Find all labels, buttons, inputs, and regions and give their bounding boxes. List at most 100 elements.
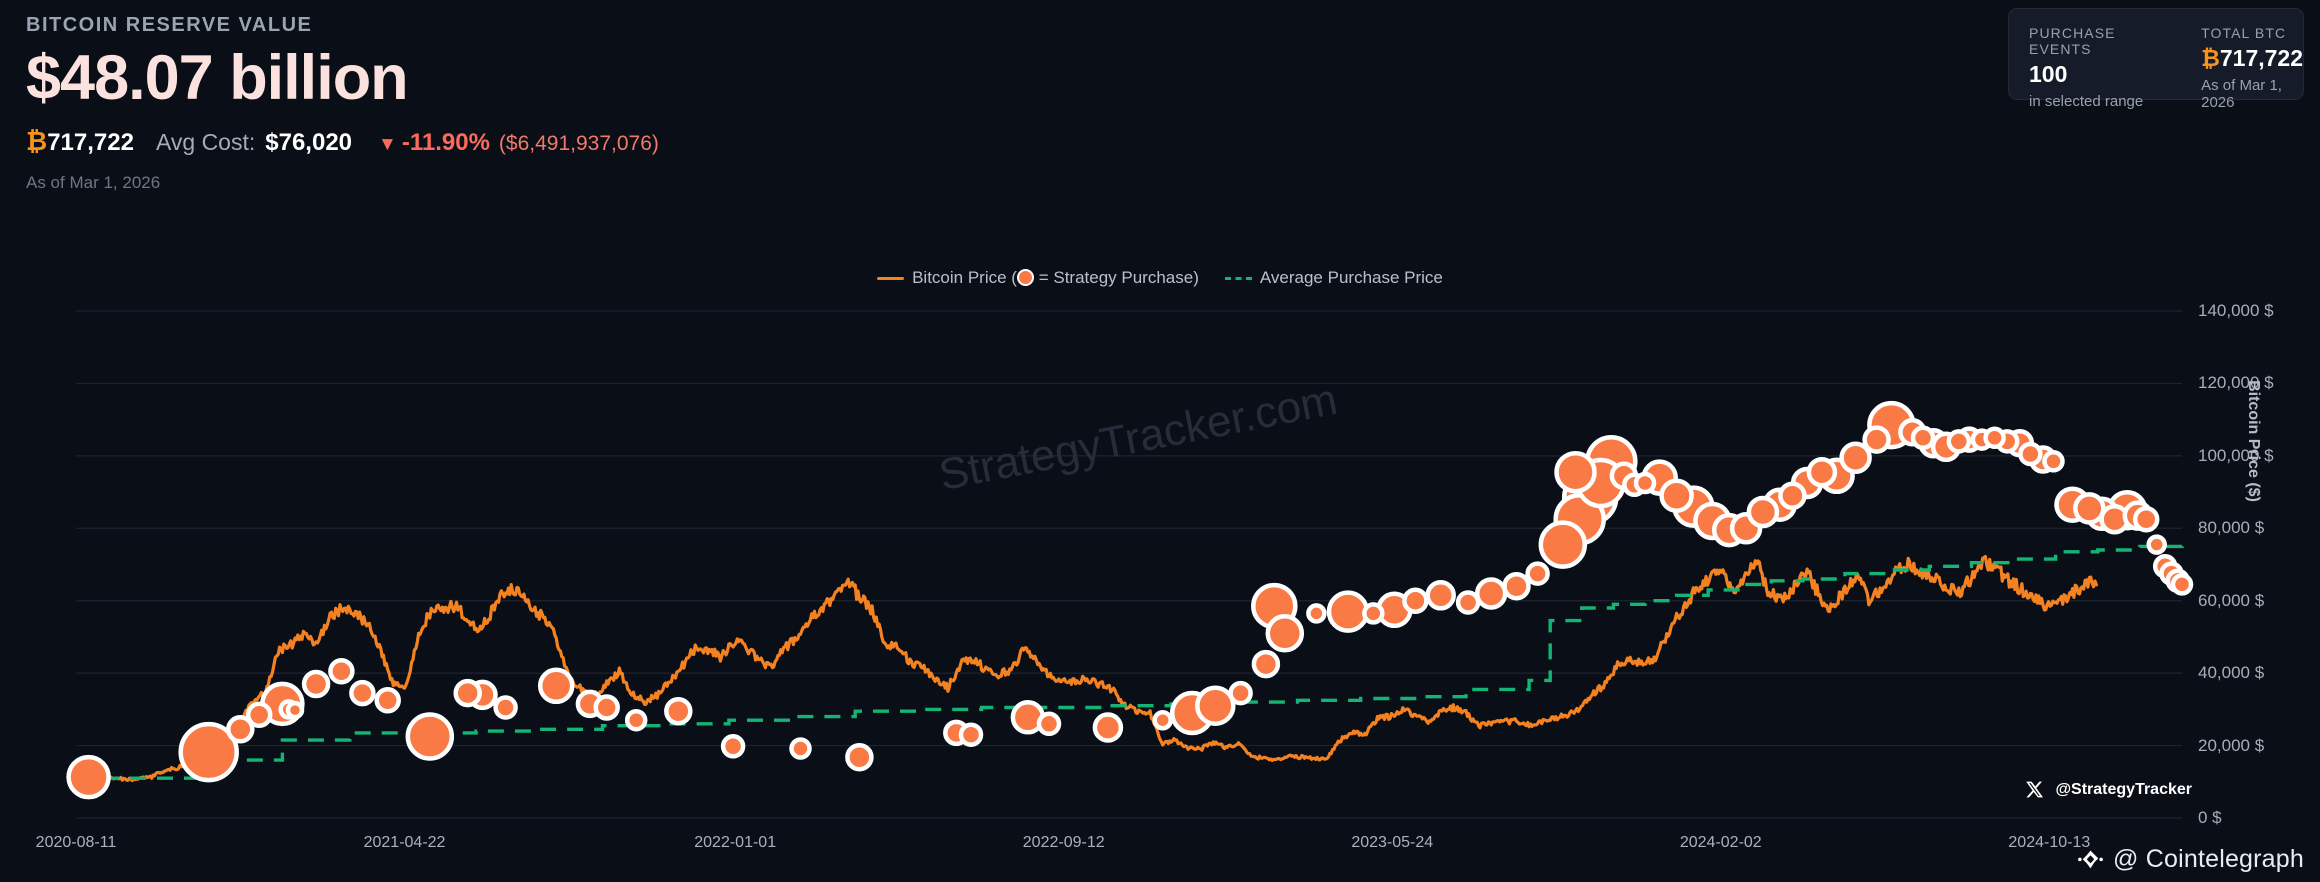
purchase-bubble[interactable]	[1839, 441, 1872, 474]
total-btc-value: ₿717,722	[2201, 47, 2303, 70]
purchase-bubble[interactable]	[1946, 429, 1972, 454]
y-axis-tick-label: 20,000 $	[2198, 735, 2265, 755]
y-axis-tick-label: 120,000 $	[2198, 373, 2274, 393]
x-axis-tick-label: 2023-05-24	[1351, 834, 1434, 851]
purchase-bubble[interactable]	[66, 754, 111, 800]
y-axis-tick-label: 80,000 $	[2198, 518, 2265, 538]
x-axis-tick-label: 2020-08-11	[35, 834, 117, 851]
purchase-bubble[interactable]	[1862, 425, 1891, 454]
avg-cost-label: Avg Cost:	[155, 128, 256, 155]
purchase-bubble[interactable]	[1228, 680, 1253, 706]
purchase-bubble[interactable]	[1036, 711, 1062, 737]
change-badge: ▼ -11.90%	[378, 129, 490, 157]
total-btc-sublabel: As of Mar 1, 2026	[2201, 77, 2282, 111]
purchase-bubble[interactable]	[1983, 426, 2006, 450]
average-purchase-price-line	[75, 542, 2184, 780]
x-twitter-icon	[2026, 781, 2044, 798]
purchase-bubble[interactable]	[2146, 534, 2167, 555]
x-axis-tick-label: 2024-10-13	[2008, 834, 2091, 851]
bitcoin-symbol-icon: ₿	[2201, 45, 2220, 71]
purchase-bubble[interactable]	[789, 737, 812, 760]
purchase-bubble[interactable]	[405, 712, 455, 761]
x-axis-tick-label: 2024-02-02	[1679, 834, 1762, 851]
purchase-bubble[interactable]	[720, 734, 746, 759]
purchase-bubble[interactable]	[1554, 450, 1597, 494]
cointelegraph-logo-icon	[2078, 850, 2103, 869]
purchase-bubble[interactable]	[1092, 712, 1124, 743]
header-as-of: As of Mar 1, 2026	[26, 172, 161, 192]
purchase-bubble[interactable]	[1910, 425, 1936, 451]
purchase-bubble[interactable]	[1306, 603, 1327, 624]
btc-holdings-value: 717,722	[47, 128, 134, 156]
purchase-bubble[interactable]	[301, 669, 331, 699]
header-stats-row: ₿ 717,722 Avg Cost: $76,020 ▼ -11.90% ($6…	[26, 126, 659, 157]
caret-down-icon: ▼	[378, 133, 397, 155]
purchase-events-stat: PURCHASE EVENTS 100 in selected range	[2029, 25, 2157, 110]
x-axis-tick-label: 2022-01-01	[694, 834, 777, 851]
purchase-bubble[interactable]	[1362, 602, 1385, 625]
purchase-bubble[interactable]	[1195, 685, 1236, 726]
purchase-bubble[interactable]	[1265, 614, 1305, 653]
purchase-bubble[interactable]	[245, 701, 273, 729]
purchase-bubble[interactable]	[958, 722, 984, 747]
purchase-bubble[interactable]	[2018, 441, 2043, 467]
x-handle-text: @StrategyTracker	[2055, 780, 2192, 798]
purchase-bubble[interactable]	[349, 679, 376, 707]
purchase-bubble[interactable]	[664, 696, 693, 726]
purchase-bubble[interactable]	[226, 715, 255, 744]
purchase-bubble[interactable]	[1538, 520, 1588, 569]
purchase-bubble[interactable]	[1806, 456, 1838, 488]
purchase-bubble[interactable]	[1455, 590, 1481, 615]
purchase-bubble[interactable]	[1659, 478, 1694, 513]
purchase-bubble[interactable]	[1525, 561, 1550, 586]
purchase-bubble[interactable]	[1633, 471, 1657, 495]
strategy-purchase-bubbles	[66, 400, 2194, 800]
total-btc-number: 717,722	[2219, 45, 2303, 71]
purchase-bubble[interactable]	[537, 667, 575, 705]
y-axis-title: Bitcoin Price ($)	[2245, 380, 2263, 502]
purchase-bubble[interactable]	[1402, 587, 1429, 614]
avg-cost-value: $76,020	[265, 128, 353, 156]
purchase-bubble[interactable]	[453, 678, 482, 708]
purchase-events-value: 100	[2029, 61, 2068, 87]
cointelegraph-attribution: @ Cointelegraph	[2077, 845, 2304, 874]
y-axis-tick-label: 0 $	[2198, 808, 2222, 827]
x-axis-tick-label: 2021-04-22	[363, 834, 446, 851]
total-btc-label: TOTAL BTC	[2201, 25, 2287, 41]
change-percent: -11.90%	[401, 128, 490, 156]
purchase-bubble[interactable]	[328, 658, 355, 685]
purchase-bubble[interactable]	[2042, 450, 2065, 473]
purchase-bubble[interactable]	[593, 694, 620, 721]
purchase-bubble[interactable]	[1502, 571, 1531, 601]
x-attribution[interactable]: @StrategyTracker	[2025, 780, 2192, 799]
purchase-bubble[interactable]	[374, 687, 401, 714]
y-axis-tick-label: 140,000 $	[2198, 301, 2274, 320]
purchase-bubble[interactable]	[1746, 495, 1780, 529]
purchase-bubble[interactable]	[1251, 649, 1281, 679]
purchase-bubble[interactable]	[2073, 492, 2106, 525]
purchase-bubble[interactable]	[1152, 709, 1173, 731]
purchase-bubble[interactable]	[2132, 505, 2160, 533]
purchase-bubble[interactable]	[493, 695, 518, 720]
page-title: $48.07 billion	[26, 43, 409, 113]
purchase-bubble[interactable]	[845, 742, 874, 772]
purchase-events-label: PURCHASE EVENTS	[2029, 25, 2116, 57]
purchase-events-sublabel: in selected range	[2029, 93, 2144, 110]
purchase-bubble[interactable]	[285, 700, 305, 720]
purchase-bubble[interactable]	[2170, 573, 2194, 596]
purchase-bubble[interactable]	[1326, 590, 1370, 633]
purchase-bubble[interactable]	[1474, 577, 1508, 610]
total-btc-stat: TOTAL BTC ₿717,722 As of Mar 1, 2026	[2201, 25, 2303, 111]
cointelegraph-text: @ Cointelegraph	[2113, 845, 2304, 873]
header-block: BITCOIN RESERVE VALUE $48.07 billion ₿ 7…	[26, 14, 659, 193]
y-axis-tick-label: 40,000 $	[2198, 663, 2265, 683]
y-axis-tick-label: 100,000 $	[2198, 445, 2274, 465]
change-absolute: ($6,491,937,076)	[498, 131, 659, 155]
purchase-bubble[interactable]	[178, 721, 239, 783]
purchase-bubble[interactable]	[624, 708, 648, 732]
purchase-bubble[interactable]	[1425, 580, 1456, 611]
purchase-bubble[interactable]	[1778, 481, 1807, 510]
